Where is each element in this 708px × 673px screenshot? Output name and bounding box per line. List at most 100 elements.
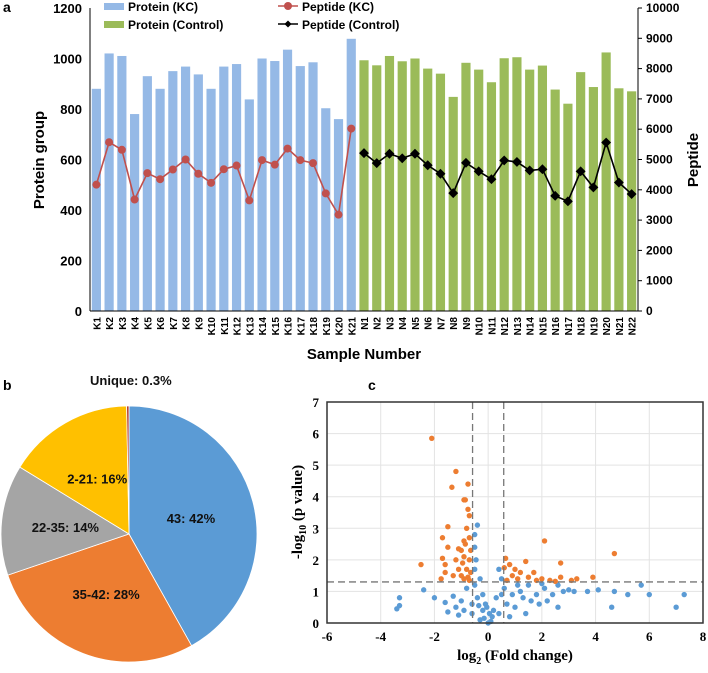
data-point-significant bbox=[449, 484, 455, 490]
data-point-not-significant bbox=[541, 585, 548, 591]
data-point-significant bbox=[557, 560, 564, 566]
x-tick-label: K9 bbox=[194, 317, 205, 330]
data-point-not-significant bbox=[396, 602, 403, 609]
data-point-significant bbox=[453, 557, 459, 563]
legend-swatch-protein-control bbox=[104, 21, 124, 28]
panel-label-b: b bbox=[3, 377, 12, 393]
x-tick-label: K3 bbox=[118, 317, 129, 330]
peptide-point bbox=[499, 155, 510, 166]
data-point-not-significant bbox=[455, 612, 462, 618]
y-tick-label: 600 bbox=[60, 153, 82, 168]
data-point-significant bbox=[531, 569, 537, 576]
data-point-significant bbox=[445, 544, 451, 550]
data-point-significant bbox=[509, 572, 516, 579]
y2-tick-label: 5000 bbox=[646, 153, 673, 167]
peptide-point bbox=[207, 178, 216, 187]
pie-slice bbox=[126, 405, 130, 535]
protein-bar bbox=[282, 49, 293, 311]
peptide-line bbox=[363, 139, 633, 203]
peptide-point bbox=[130, 195, 139, 204]
data-point-not-significant bbox=[458, 598, 464, 604]
peptide-point bbox=[422, 160, 433, 171]
peptide-point bbox=[258, 156, 267, 165]
data-point-significant bbox=[512, 566, 518, 573]
data-point-not-significant bbox=[498, 576, 505, 582]
x-tick-label: -2 bbox=[429, 629, 440, 644]
protein-bar bbox=[359, 60, 369, 311]
protein-bar bbox=[410, 58, 420, 311]
protein-bar bbox=[614, 88, 624, 311]
x-tick-label: N19 bbox=[589, 317, 600, 336]
data-point-not-significant bbox=[571, 588, 577, 595]
y-axis-title-subscript: 10 bbox=[298, 525, 309, 535]
protein-bar bbox=[270, 61, 280, 312]
x-tick-label: N11 bbox=[487, 317, 498, 335]
x-axis-title: log2 (Fold change) bbox=[457, 648, 573, 667]
protein-bar bbox=[397, 61, 407, 312]
peptide-point bbox=[296, 156, 305, 165]
data-point-not-significant bbox=[525, 582, 532, 588]
protein-bar bbox=[231, 64, 242, 312]
protein-bar bbox=[180, 66, 191, 311]
data-point-not-significant bbox=[544, 598, 550, 604]
data-point-significant bbox=[465, 506, 471, 513]
y-tick-label: 3 bbox=[313, 521, 320, 536]
x-tick-label: N15 bbox=[538, 317, 549, 336]
peptide-point bbox=[524, 165, 535, 176]
y-tick-label: 0 bbox=[313, 616, 320, 631]
data-point-not-significant bbox=[673, 604, 679, 610]
data-point-not-significant bbox=[566, 587, 572, 593]
protein-bar bbox=[295, 66, 305, 311]
y-tick-label: 800 bbox=[60, 102, 82, 117]
x-tick-label: N21 bbox=[615, 317, 626, 336]
protein-bar bbox=[91, 88, 101, 311]
data-point-significant bbox=[465, 481, 471, 487]
data-point-not-significant bbox=[517, 588, 524, 595]
protein-bar bbox=[627, 91, 637, 311]
protein-bar bbox=[588, 87, 598, 311]
peptide-point bbox=[613, 177, 624, 188]
data-point-not-significant bbox=[472, 566, 478, 573]
data-point-not-significant bbox=[481, 615, 487, 621]
x-tick-label: -6 bbox=[322, 629, 333, 644]
pie-slice bbox=[0, 466, 130, 576]
x-tick-label: K14 bbox=[258, 317, 269, 336]
x-tick-label: N1 bbox=[360, 317, 371, 330]
data-point-not-significant bbox=[453, 604, 459, 610]
data-point-not-significant bbox=[472, 582, 478, 588]
x-tick-label: K16 bbox=[284, 317, 295, 336]
data-point-not-significant bbox=[420, 587, 427, 593]
data-point-not-significant bbox=[476, 602, 482, 609]
peptide-point bbox=[486, 174, 497, 185]
y2-tick-label: 9000 bbox=[646, 31, 673, 45]
x-tick-label: K8 bbox=[182, 317, 193, 330]
protein-bar bbox=[384, 55, 395, 311]
y-axis-title: -log10 (p value) bbox=[290, 465, 309, 559]
data-point-not-significant bbox=[442, 599, 448, 606]
data-point-significant bbox=[445, 524, 451, 530]
x-tick-label: K5 bbox=[143, 317, 154, 330]
protein-bar bbox=[308, 62, 318, 311]
peptide-point bbox=[219, 165, 228, 174]
y-tick-label: 1 bbox=[313, 584, 320, 599]
x-tick-label: K21 bbox=[347, 317, 358, 336]
data-point-not-significant bbox=[528, 598, 534, 604]
peptide-point bbox=[321, 189, 330, 198]
protein-bar bbox=[499, 58, 509, 312]
data-point-not-significant bbox=[490, 607, 497, 614]
y2-axis-title: Peptide bbox=[685, 133, 702, 187]
protein-bar bbox=[155, 88, 165, 311]
peptide-point bbox=[270, 160, 279, 169]
peptide-point bbox=[562, 196, 573, 207]
y-tick-label: 1000 bbox=[53, 52, 82, 67]
x-tick-label: N12 bbox=[500, 317, 511, 336]
x-tick-label: N5 bbox=[411, 317, 422, 330]
peptide-point bbox=[511, 156, 522, 167]
pie-slice bbox=[128, 405, 258, 647]
peptide-point bbox=[347, 124, 356, 133]
data-point-significant bbox=[466, 512, 473, 519]
data-point-not-significant bbox=[501, 585, 507, 591]
data-point-significant bbox=[462, 497, 469, 503]
